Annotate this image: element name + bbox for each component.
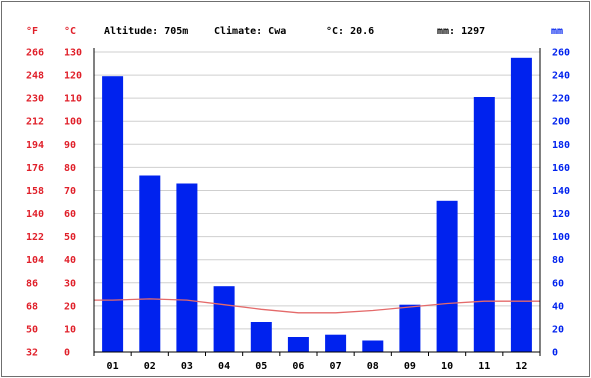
mean-temperature-label: °C: 20.6	[326, 26, 374, 37]
month-tick-label: 05	[255, 361, 267, 372]
precipitation-bar	[510, 57, 532, 353]
celsius-tick-label: 100	[64, 117, 82, 128]
month-tick-label: 02	[144, 361, 156, 372]
axes	[93, 48, 541, 356]
fahrenheit-tick-label: 230	[26, 94, 44, 105]
celsius-tick-label: 130	[64, 48, 82, 59]
temperature-line	[94, 298, 540, 314]
altitude-label: Altitude: 705m	[104, 25, 188, 37]
fahrenheit-tick-label: 212	[26, 117, 44, 128]
precipitation-tick-label: 100	[552, 232, 570, 243]
precipitation-bar	[287, 337, 309, 352]
precipitation-tick-label: 220	[552, 94, 570, 105]
precipitation-tick-label: 20	[552, 324, 564, 335]
climate-label: Climate: Cwa	[214, 25, 286, 37]
month-tick-label: 08	[367, 361, 379, 372]
celsius-tick-label: 70	[64, 186, 76, 197]
celsius-tick-label: 30	[64, 278, 76, 289]
celsius-tick-label: 10	[64, 324, 76, 335]
fahrenheit-tick-label: 140	[26, 209, 44, 220]
precipitation-bar	[473, 97, 495, 352]
fahrenheit-tick-label: 104	[26, 255, 44, 266]
month-tick-label: 12	[515, 361, 527, 372]
precipitation-tick-label: 80	[552, 255, 564, 266]
precipitation-bar	[176, 183, 198, 352]
celsius-tick-label: 120	[64, 71, 82, 82]
fahrenheit-tick-label: 50	[26, 324, 38, 335]
month-tick-labels: 01 02 03 04 05 06 07 08 09 10 11 12	[107, 361, 528, 372]
precipitation-tick-label: 240	[552, 71, 570, 82]
precipitation-tick-label: 160	[552, 163, 570, 174]
fahrenheit-tick-label: 158	[26, 186, 44, 197]
month-tick-label: 01	[107, 361, 119, 372]
fahrenheit-tick-label: 176	[26, 163, 44, 174]
celsius-tick-label: 0	[64, 348, 70, 359]
month-tick-label: 11	[478, 361, 490, 372]
celsius-tick-label: 60	[64, 209, 76, 220]
fahrenheit-tick-label: 248	[26, 71, 44, 82]
celsius-tick-labels: 0 10 20 30 40 50 60 70 80 90 100 110 120 130	[64, 48, 82, 359]
precipitation-bars	[102, 57, 532, 353]
month-tick-label: 09	[404, 361, 416, 372]
fahrenheit-tick-label: 68	[26, 301, 38, 312]
precipitation-bar	[102, 76, 124, 352]
precipitation-tick-label: 120	[552, 209, 570, 220]
celsius-tick-label: 20	[64, 301, 76, 312]
precipitation-bar	[325, 334, 347, 352]
precipitation-tick-label: 180	[552, 140, 570, 151]
fahrenheit-tick-label: 122	[26, 232, 44, 243]
precipitation-bar	[436, 200, 458, 352]
annual-precipitation-label: mm: 1297	[437, 26, 485, 37]
precipitation-tick-labels: 0 20 40 60 80 100 120 140 160 180 200 220 240 260	[552, 48, 570, 359]
precipitation-bar	[250, 322, 272, 352]
precipitation-tick-label: 140	[552, 186, 570, 197]
celsius-tick-label: 50	[64, 232, 76, 243]
precipitation-tick-label: 260	[552, 48, 570, 59]
month-tick-label: 10	[441, 361, 453, 372]
celsius-tick-label: 90	[64, 140, 76, 151]
month-tick-label: 06	[292, 361, 304, 372]
precipitation-bar	[399, 304, 421, 352]
fahrenheit-unit-label: °F	[26, 26, 38, 37]
precipitation-bar	[362, 340, 384, 352]
celsius-tick-label: 40	[64, 255, 76, 266]
fahrenheit-tick-label: 266	[26, 48, 44, 59]
precipitation-bar	[139, 175, 161, 352]
mm-unit-label: mm	[551, 26, 563, 37]
precipitation-tick-label: 200	[552, 117, 570, 128]
header: °F °C Altitude: 705m Climate: Cwa °C: 20…	[26, 25, 563, 37]
fahrenheit-tick-label: 86	[26, 278, 38, 289]
precipitation-tick-label: 60	[552, 278, 564, 289]
precipitation-bar	[213, 286, 235, 352]
celsius-tick-label: 110	[64, 94, 82, 105]
month-tick-label: 03	[181, 361, 193, 372]
month-tick-label: 04	[218, 361, 230, 372]
precipitation-tick-label: 0	[552, 348, 558, 359]
celsius-unit-label: °C	[64, 26, 76, 37]
precipitation-tick-label: 40	[552, 301, 564, 312]
fahrenheit-tick-label: 194	[26, 140, 44, 151]
fahrenheit-tick-label: 32	[26, 348, 38, 359]
celsius-tick-label: 80	[64, 163, 76, 174]
month-tick-label: 07	[330, 361, 342, 372]
fahrenheit-tick-labels: 32 50 68 86 104 122 140 158 176 194 212 230 248 266	[26, 48, 44, 359]
gridlines	[94, 51, 540, 330]
